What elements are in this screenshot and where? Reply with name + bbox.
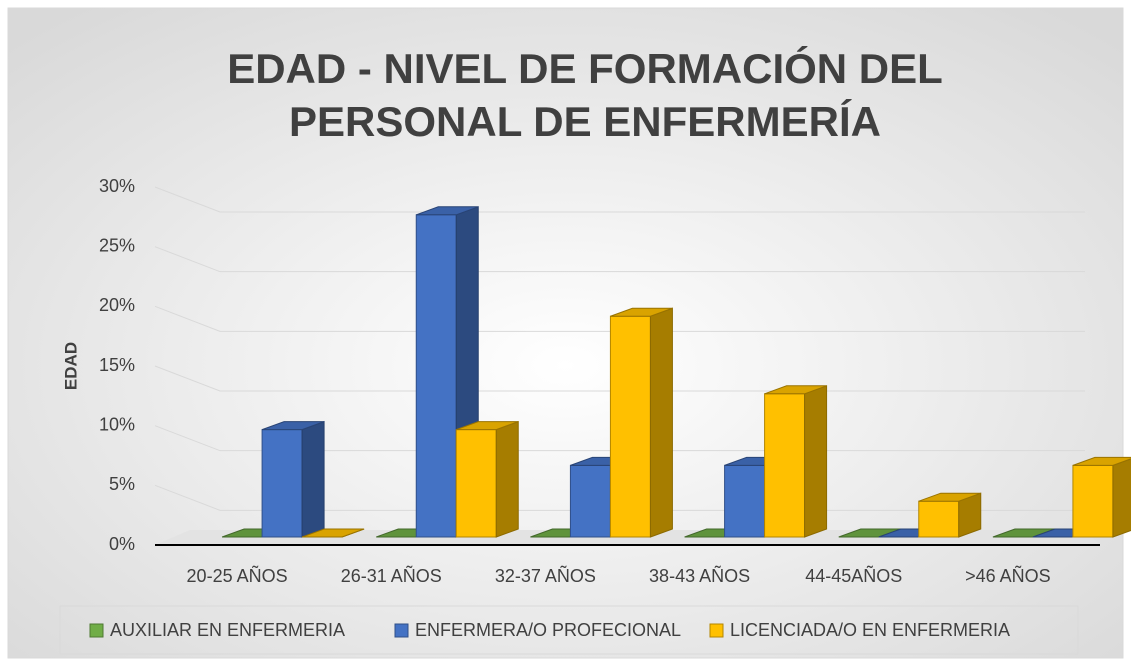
x-tick-label: 38-43 AÑOS [649,565,750,586]
bar [301,528,365,538]
bar-top [261,421,325,431]
bar-front [455,429,497,538]
y-tick-label: 20% [99,295,135,315]
legend-label: LICENCIADA/O EN ENFERMERIA [730,620,1010,640]
legend-box [59,605,1079,655]
bar-side [649,307,673,538]
bar-front [261,429,303,538]
bar [609,307,673,538]
x-tick-label: 32-37 AÑOS [495,565,596,586]
bar-top [610,307,673,317]
bar-top [416,206,479,216]
legend-swatch [709,623,724,638]
bar [918,492,982,538]
y-tick-label: 15% [99,355,135,375]
bar-top [301,528,365,538]
x-tick-label: 26-31 AÑOS [341,565,442,586]
bar-front [569,464,611,538]
bar [261,420,325,538]
bar-front [918,500,960,538]
bar-side [1112,458,1131,538]
y-tick-label: 25% [99,235,135,255]
x-tick-label: 20-25 AÑOS [187,565,288,586]
legend-label: AUXILIAR EN ENFERMERIA [110,620,345,640]
legend-swatch [394,623,409,638]
bar-side [804,385,828,538]
legend-swatch [89,623,104,638]
bar [455,420,519,538]
x-tick-label: 44-45AÑOS [805,565,902,586]
bar-side [495,420,519,538]
chart-title: PERSONAL DE ENFERMERÍA [289,98,881,145]
x-tick-label: >46 AÑOS [965,565,1051,586]
bar-front [1072,464,1114,538]
y-tick-label: 5% [109,474,135,494]
grid-line [154,246,1085,273]
bar-front [764,393,806,538]
bar-top [764,385,827,395]
bar-top [918,492,981,502]
legend-label: ENFERMERA/O PROFECIONAL [415,620,681,640]
grid-line [154,305,1085,332]
bar-side [301,420,325,538]
bar-front [415,214,457,538]
chart-title: EDAD - NIVEL DE FORMACIÓN DEL [227,44,943,92]
bar [1072,456,1131,538]
y-tick-label: 0% [109,534,135,554]
bar-top [1072,456,1131,466]
y-tick-label: 10% [99,414,135,434]
chart-background [7,7,1124,659]
bar-top [456,421,519,431]
y-axis-label: EDAD [61,342,80,390]
y-tick-label: 30% [99,176,135,196]
bar [764,385,828,538]
bar-front [609,315,651,538]
bar-front [724,464,766,538]
grid-line [154,186,1085,213]
